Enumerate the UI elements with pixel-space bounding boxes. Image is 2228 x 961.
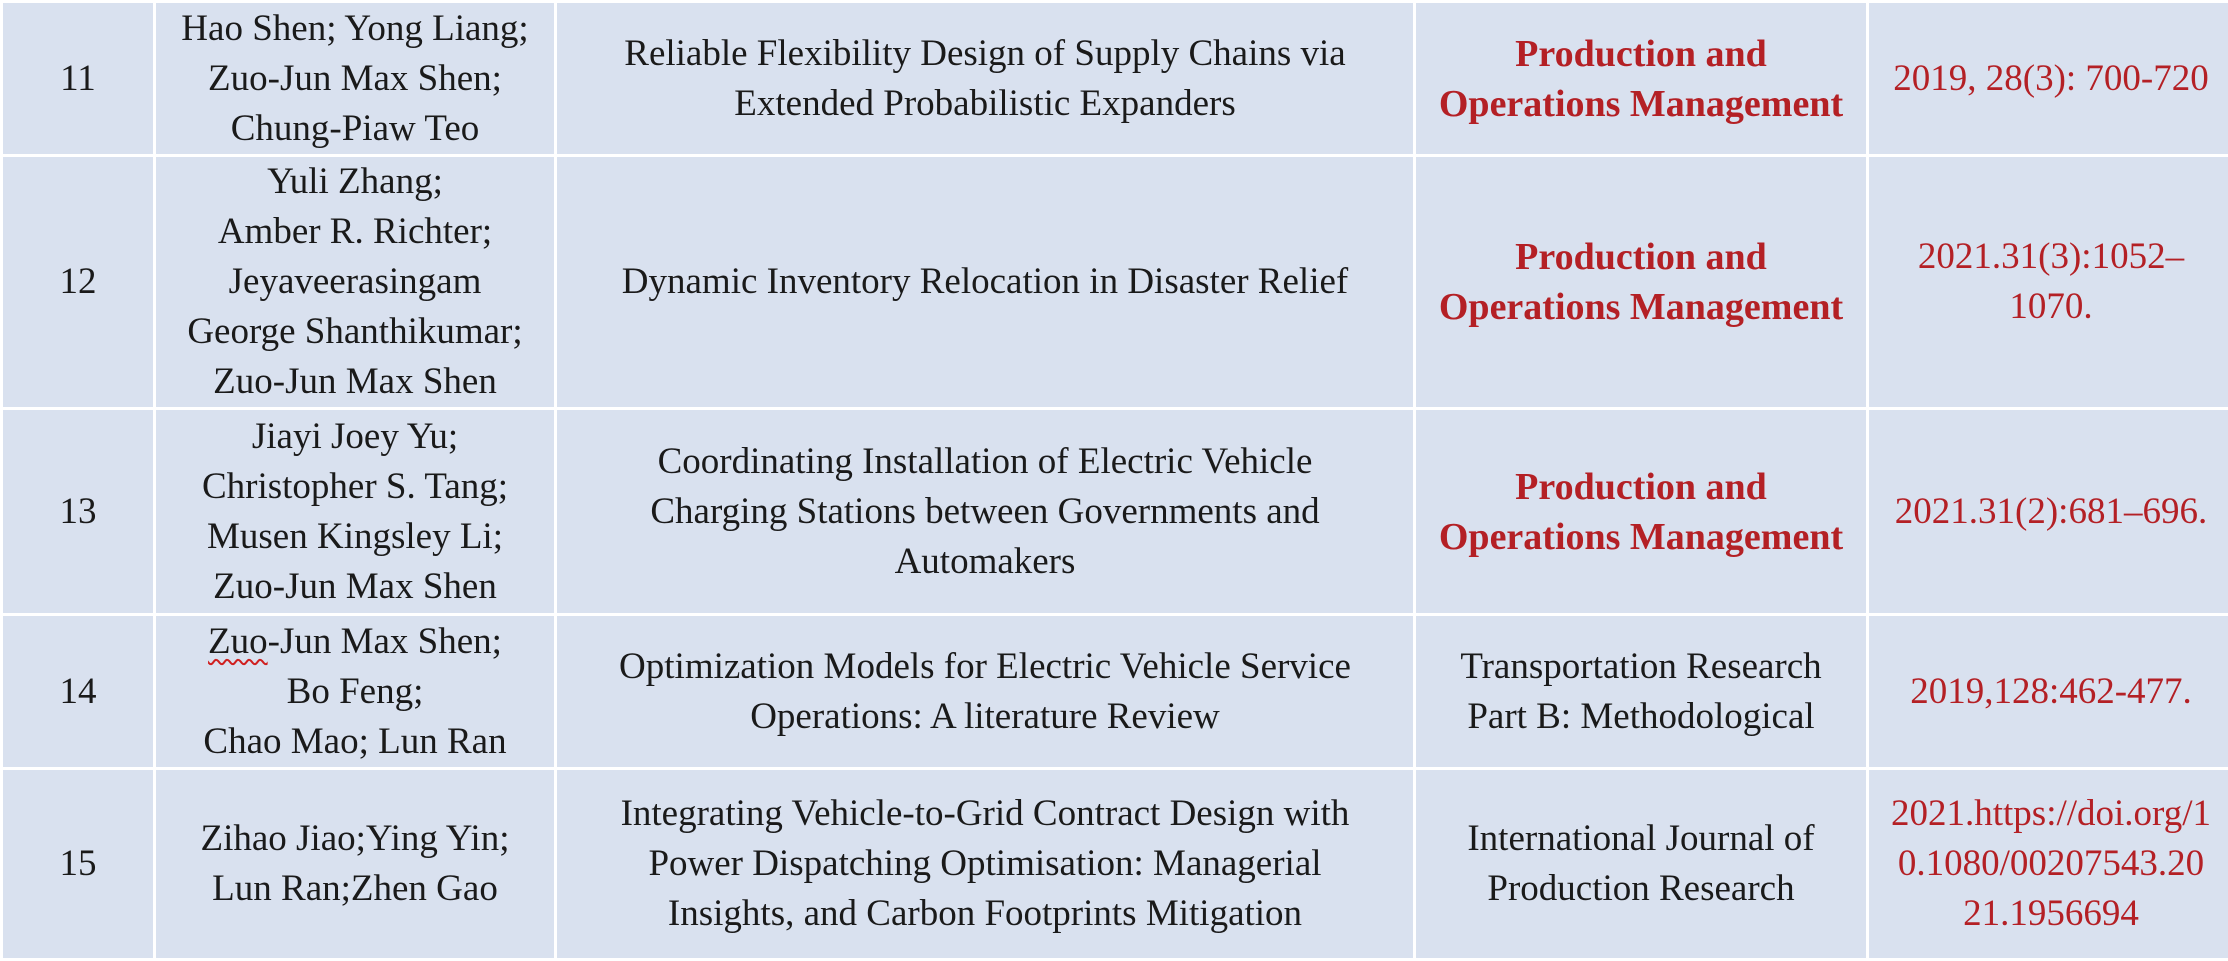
- author-line: Zihao Jiao;Ying Yin;: [158, 814, 552, 864]
- volume-cell: 2019,128:462-477.: [1868, 615, 2228, 769]
- author-line: Hao Shen; Yong Liang;: [158, 4, 552, 54]
- author-line: Yuli Zhang;: [158, 157, 552, 207]
- author-line: Amber R. Richter;: [158, 207, 552, 257]
- journal-line: Operations Management: [1418, 79, 1864, 129]
- author-line: Jiayi Joey Yu;: [158, 412, 552, 462]
- title-line: Extended Probabilistic Expanders: [559, 79, 1411, 129]
- title-line: Optimization Models for Electric Vehicle…: [559, 642, 1411, 692]
- title-cell: Optimization Models for Electric Vehicle…: [556, 615, 1415, 769]
- row-index: 15: [2, 769, 155, 960]
- journal-line: Transportation Research: [1418, 642, 1864, 692]
- journal-cell: Production and Operations Management: [1415, 409, 1868, 615]
- row-index: 12: [2, 156, 155, 409]
- title-line: Insights, and Carbon Footprints Mitigati…: [559, 889, 1411, 939]
- volume-line: 0.1080/00207543.20: [1871, 839, 2228, 889]
- journal-cell: Transportation Research Part B: Methodol…: [1415, 615, 1868, 769]
- author-line: Lun Ran;Zhen Gao: [158, 864, 552, 914]
- author-line: Zuo-Jun Max Shen;: [158, 54, 552, 104]
- authors-cell: Zuo-Jun Max Shen; Bo Feng; Chao Mao; Lun…: [155, 615, 556, 769]
- spellcheck-underline-word: Zuo: [208, 621, 268, 662]
- volume-cell: 2021.31(2):681–696.: [1868, 409, 2228, 615]
- author-line-rest: -Jun Max Shen;: [268, 621, 502, 662]
- author-line: Bo Feng;: [158, 667, 552, 717]
- journal-line: Operations Management: [1418, 282, 1864, 332]
- author-line: Chao Mao; Lun Ran: [158, 717, 552, 767]
- authors-cell: Yuli Zhang; Amber R. Richter; Jeyaveeras…: [155, 156, 556, 409]
- volume-line: 2021.https://doi.org/1: [1871, 789, 2228, 839]
- table-row: 13 Jiayi Joey Yu; Christopher S. Tang; M…: [2, 409, 2228, 615]
- title-line: Integrating Vehicle-to-Grid Contract Des…: [559, 789, 1411, 839]
- volume-line: 2021.31(2):681–696.: [1871, 487, 2228, 537]
- author-line: Jeyaveerasingam: [158, 257, 552, 307]
- table-row: 12 Yuli Zhang; Amber R. Richter; Jeyavee…: [2, 156, 2228, 409]
- author-line: Zuo-Jun Max Shen;: [158, 617, 552, 667]
- journal-cell: International Journal of Production Rese…: [1415, 769, 1868, 960]
- table-row: 11 Hao Shen; Yong Liang; Zuo-Jun Max She…: [2, 2, 2228, 156]
- journal-line: Production Research: [1418, 864, 1864, 914]
- title-line: Automakers: [559, 537, 1411, 587]
- title-line: Operations: A literature Review: [559, 692, 1411, 742]
- volume-cell: 2021.31(3):1052– 1070.: [1868, 156, 2228, 409]
- journal-line: International Journal of: [1418, 814, 1864, 864]
- title-cell: Dynamic Inventory Relocation in Disaster…: [556, 156, 1415, 409]
- journal-line: Operations Management: [1418, 512, 1864, 562]
- title-line: Coordinating Installation of Electric Ve…: [559, 437, 1411, 487]
- author-line: Christopher S. Tang;: [158, 462, 552, 512]
- row-index: 14: [2, 615, 155, 769]
- volume-line: 2019,128:462-477.: [1871, 667, 2228, 717]
- volume-line: 2019, 28(3): 700-720: [1871, 54, 2228, 104]
- author-line: Chung-Piaw Teo: [158, 104, 552, 154]
- journal-line: Part B: Methodological: [1418, 692, 1864, 742]
- author-line: Musen Kingsley Li;: [158, 512, 552, 562]
- volume-cell: 2021.https://doi.org/1 0.1080/00207543.2…: [1868, 769, 2228, 960]
- title-line: Dynamic Inventory Relocation in Disaster…: [559, 257, 1411, 307]
- author-line: George Shanthikumar;: [158, 307, 552, 357]
- title-cell: Integrating Vehicle-to-Grid Contract Des…: [556, 769, 1415, 960]
- volume-line: 2021.31(3):1052–: [1871, 232, 2228, 282]
- volume-cell: 2019, 28(3): 700-720: [1868, 2, 2228, 156]
- journal-line: Production and: [1418, 232, 1864, 282]
- row-index: 11: [2, 2, 155, 156]
- journal-line: Production and: [1418, 462, 1864, 512]
- title-line: Power Dispatching Optimisation: Manageri…: [559, 839, 1411, 889]
- authors-cell: Hao Shen; Yong Liang; Zuo-Jun Max Shen; …: [155, 2, 556, 156]
- journal-cell: Production and Operations Management: [1415, 156, 1868, 409]
- authors-cell: Jiayi Joey Yu; Christopher S. Tang; Muse…: [155, 409, 556, 615]
- table-row: 15 Zihao Jiao;Ying Yin; Lun Ran;Zhen Gao…: [2, 769, 2228, 960]
- journal-cell: Production and Operations Management: [1415, 2, 1868, 156]
- journal-line: Production and: [1418, 29, 1864, 79]
- title-cell: Coordinating Installation of Electric Ve…: [556, 409, 1415, 615]
- table-row: 14 Zuo-Jun Max Shen; Bo Feng; Chao Mao; …: [2, 615, 2228, 769]
- volume-line: 1070.: [1871, 282, 2228, 332]
- title-line: Charging Stations between Governments an…: [559, 487, 1411, 537]
- author-line: Zuo-Jun Max Shen: [158, 357, 552, 407]
- author-line: Zuo-Jun Max Shen: [158, 562, 552, 612]
- row-index: 13: [2, 409, 155, 615]
- authors-cell: Zihao Jiao;Ying Yin; Lun Ran;Zhen Gao: [155, 769, 556, 960]
- title-cell: Reliable Flexibility Design of Supply Ch…: [556, 2, 1415, 156]
- title-line: Reliable Flexibility Design of Supply Ch…: [559, 29, 1411, 79]
- volume-line: 21.1956694: [1871, 889, 2228, 939]
